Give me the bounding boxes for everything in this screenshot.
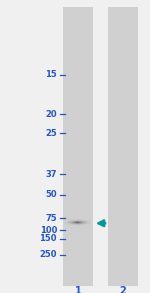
Text: 25: 25 (45, 129, 57, 138)
Text: 75: 75 (45, 214, 57, 223)
Text: 150: 150 (39, 234, 57, 243)
Text: 2: 2 (120, 286, 126, 293)
Bar (108, 7, 138, 286)
Text: 20: 20 (45, 110, 57, 119)
Text: 50: 50 (45, 190, 57, 199)
Text: 15: 15 (45, 70, 57, 79)
Bar (63, 7, 93, 286)
Text: 100: 100 (40, 226, 57, 234)
Text: 250: 250 (39, 251, 57, 259)
Text: 37: 37 (45, 170, 57, 179)
Text: 1: 1 (75, 286, 81, 293)
